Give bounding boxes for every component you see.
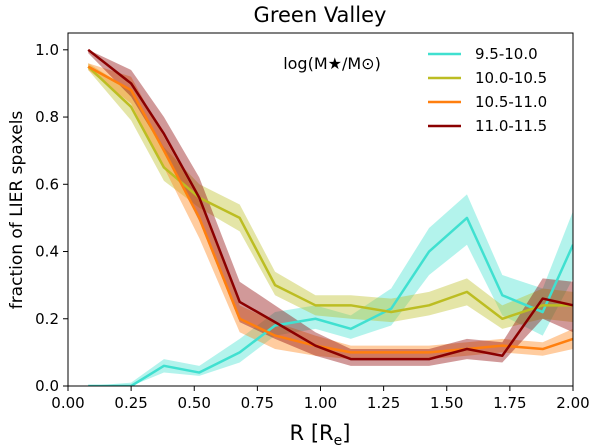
x-tick-label-4: 1.00 <box>304 394 337 412</box>
legend-label-0: 9.5-10.0 <box>475 45 538 63</box>
y-tick-label-4: 0.8 <box>35 108 59 126</box>
line-series-0 <box>88 216 573 386</box>
chart-title: Green Valley <box>254 3 387 27</box>
line-series-3 <box>87 48 573 361</box>
x-axis-label: R [Re] <box>290 421 351 446</box>
line-series-1 <box>87 65 573 321</box>
x-tick-label-7: 1.75 <box>493 394 526 412</box>
band-series-1 <box>88 63 573 329</box>
legend-label-1: 10.0-10.5 <box>475 69 547 87</box>
axes: 0.00 0.25 0.50 0.75 1.00 1.25 1.50 1.75 2.00 0.0 0… <box>35 32 590 412</box>
band-series-3 <box>88 49 573 366</box>
legend-label-2: 10.5-11.0 <box>475 93 547 111</box>
x-tick-label-1: 0.25 <box>114 394 147 412</box>
x-tick-label-6: 1.50 <box>430 394 463 412</box>
series-lines <box>87 48 573 386</box>
legend-title: log(M★/M⊙) <box>283 54 381 73</box>
x-tick-label-5: 1.25 <box>367 394 400 412</box>
y-tick-label-0: 0.0 <box>35 377 59 395</box>
y-tick-label-1: 0.2 <box>35 310 59 328</box>
x-tick-label-3: 0.75 <box>241 394 274 412</box>
x-tick-label-0: 0.00 <box>51 394 84 412</box>
line-series-2 <box>87 65 573 354</box>
y-tick-label-5: 1.0 <box>35 41 59 59</box>
band-series-0 <box>88 194 573 386</box>
y-tick-label-2: 0.4 <box>35 243 59 261</box>
y-tick-label-3: 0.6 <box>35 175 59 193</box>
legend: log(M★/M⊙) 9.5-10.0 10.0-10.5 10.5-11.0 11.0… <box>283 45 547 135</box>
x-tick-label-2: 0.50 <box>178 394 211 412</box>
y-axis-label: fraction of LIER spaxels <box>7 111 27 310</box>
legend-label-3: 11.0-11.5 <box>475 117 547 135</box>
x-tick-label-8: 2.00 <box>556 394 589 412</box>
